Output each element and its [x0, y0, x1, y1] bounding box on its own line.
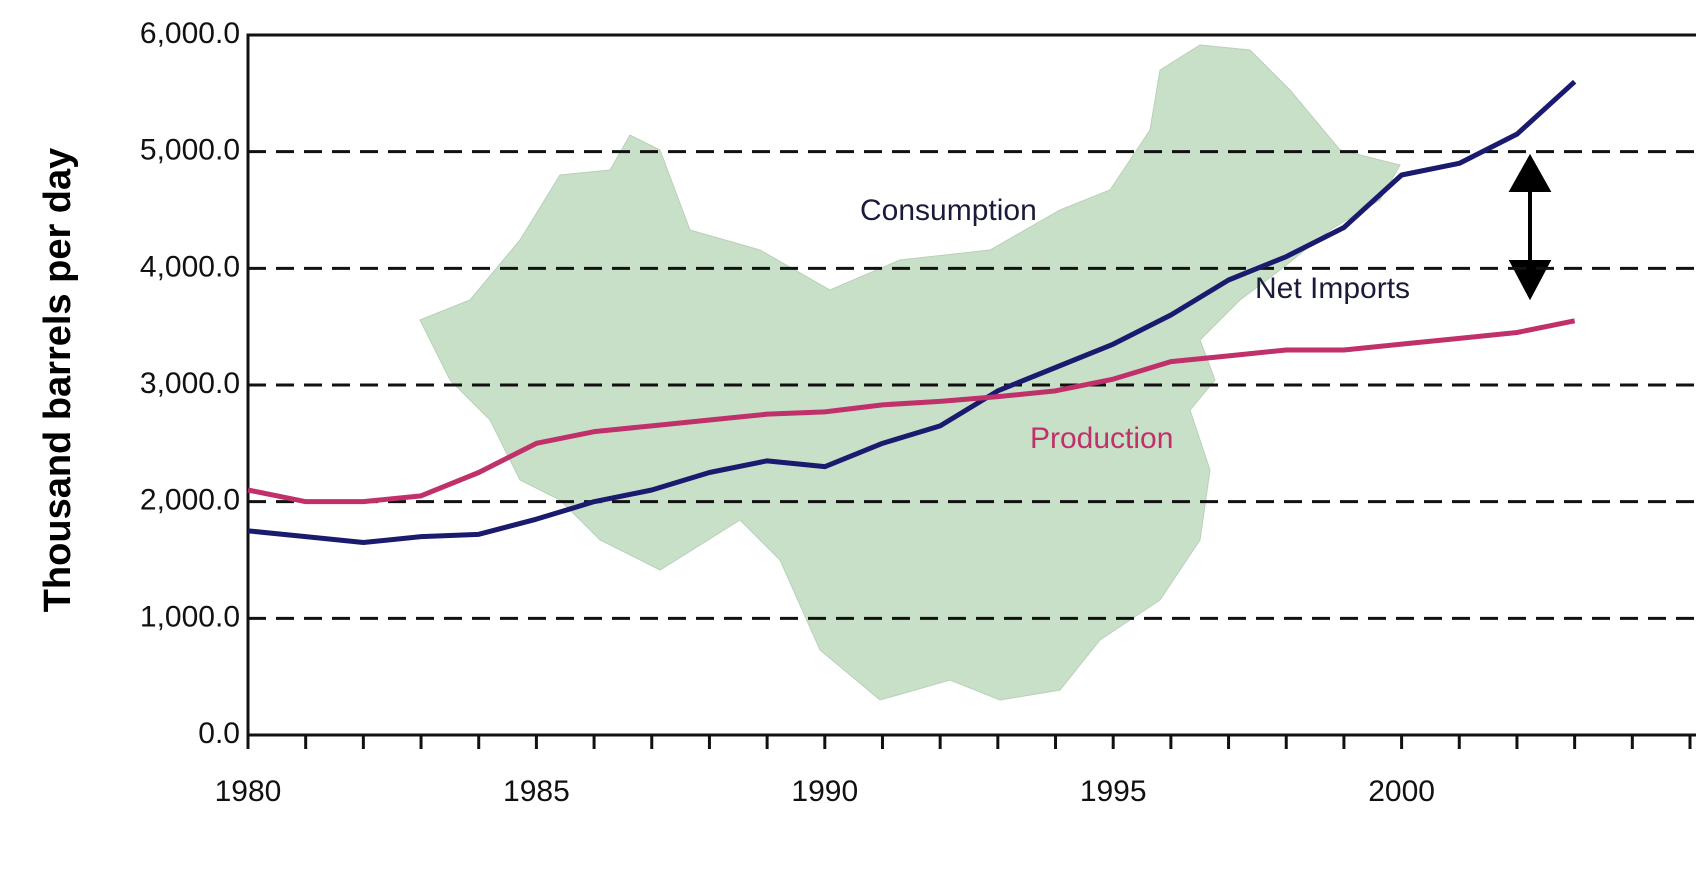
series-line [247, 79, 1577, 545]
y-tick-label: 1,000.0 [140, 600, 240, 633]
annotation: Net Imports [1255, 272, 1410, 305]
y-tick-label: 2,000.0 [140, 484, 240, 517]
y-tick-label: 3,000.0 [140, 367, 240, 400]
y-tick-label: 4,000.0 [140, 250, 240, 283]
x-tick-label: 1980 [215, 775, 282, 808]
x-tick-label: 1985 [503, 775, 570, 808]
y-axis-label: Thousand barrels per day [37, 148, 79, 613]
x-tick-label: 1995 [1080, 775, 1147, 808]
series-line [247, 318, 1576, 505]
series-label: Consumption [860, 194, 1037, 227]
x-tick-label: 2000 [1368, 775, 1435, 808]
map-background [419, 44, 1401, 701]
net-imports-arrow [1508, 153, 1552, 301]
y-tick-label: 5,000.0 [140, 134, 240, 167]
y-tick-label: 0.0 [198, 717, 240, 750]
series-label: Production [1030, 422, 1173, 455]
plot-frame [246, 33, 1696, 735]
y-tick-label: 6,000.0 [140, 17, 240, 50]
x-tick-label: 1990 [791, 775, 858, 808]
